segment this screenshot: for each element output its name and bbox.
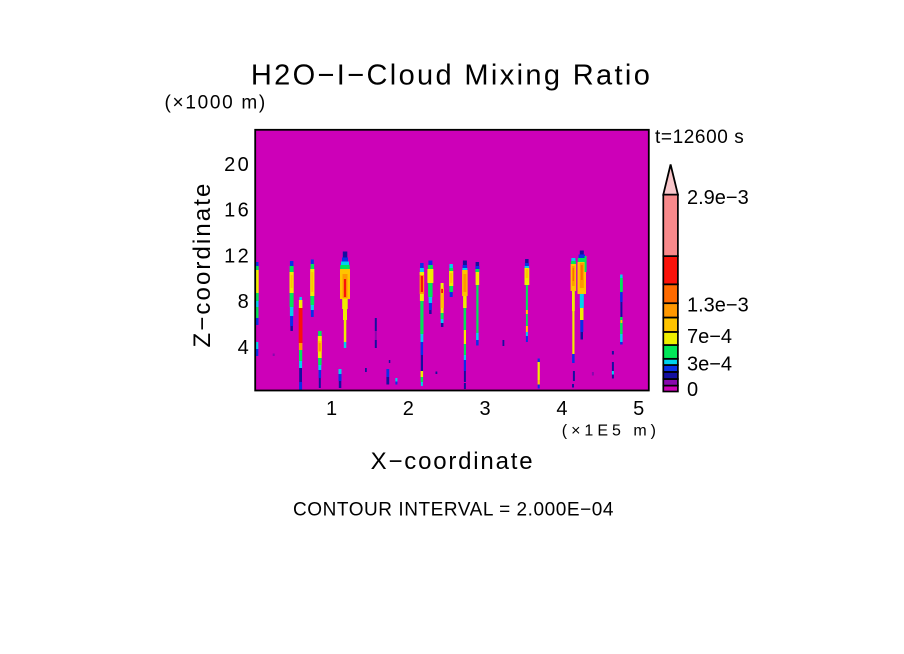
svg-text:4: 4 [556, 398, 567, 420]
svg-text:4: 4 [238, 337, 251, 359]
svg-text:3: 3 [480, 398, 491, 420]
svg-text:7e−4: 7e−4 [687, 326, 732, 348]
svg-text:CONTOUR INTERVAL = 2.000E−04: CONTOUR INTERVAL = 2.000E−04 [293, 500, 614, 521]
svg-text:t=12600 s: t=12600 s [655, 127, 744, 148]
svg-text:5: 5 [633, 398, 644, 420]
svg-text:1.3e−3: 1.3e−3 [687, 295, 749, 317]
svg-text:H2O−I−Cloud Mixing Ratio: H2O−I−Cloud Mixing Ratio [251, 60, 652, 92]
svg-text:1: 1 [326, 398, 337, 420]
svg-text:0: 0 [687, 379, 698, 401]
svg-text:20: 20 [224, 154, 251, 176]
svg-text:2.9e−3: 2.9e−3 [687, 187, 749, 209]
svg-text:Z−coordinate: Z−coordinate [189, 182, 216, 348]
svg-text:(×1000 m): (×1000 m) [165, 93, 267, 114]
svg-text:2: 2 [403, 398, 414, 420]
svg-text:3e−4: 3e−4 [687, 353, 732, 375]
svg-text:X−coordinate: X−coordinate [371, 448, 535, 475]
svg-text:8: 8 [238, 291, 251, 313]
svg-text:12: 12 [224, 245, 251, 267]
svg-text:16: 16 [224, 200, 251, 222]
svg-text:(×1E5 m): (×1E5 m) [562, 423, 660, 440]
